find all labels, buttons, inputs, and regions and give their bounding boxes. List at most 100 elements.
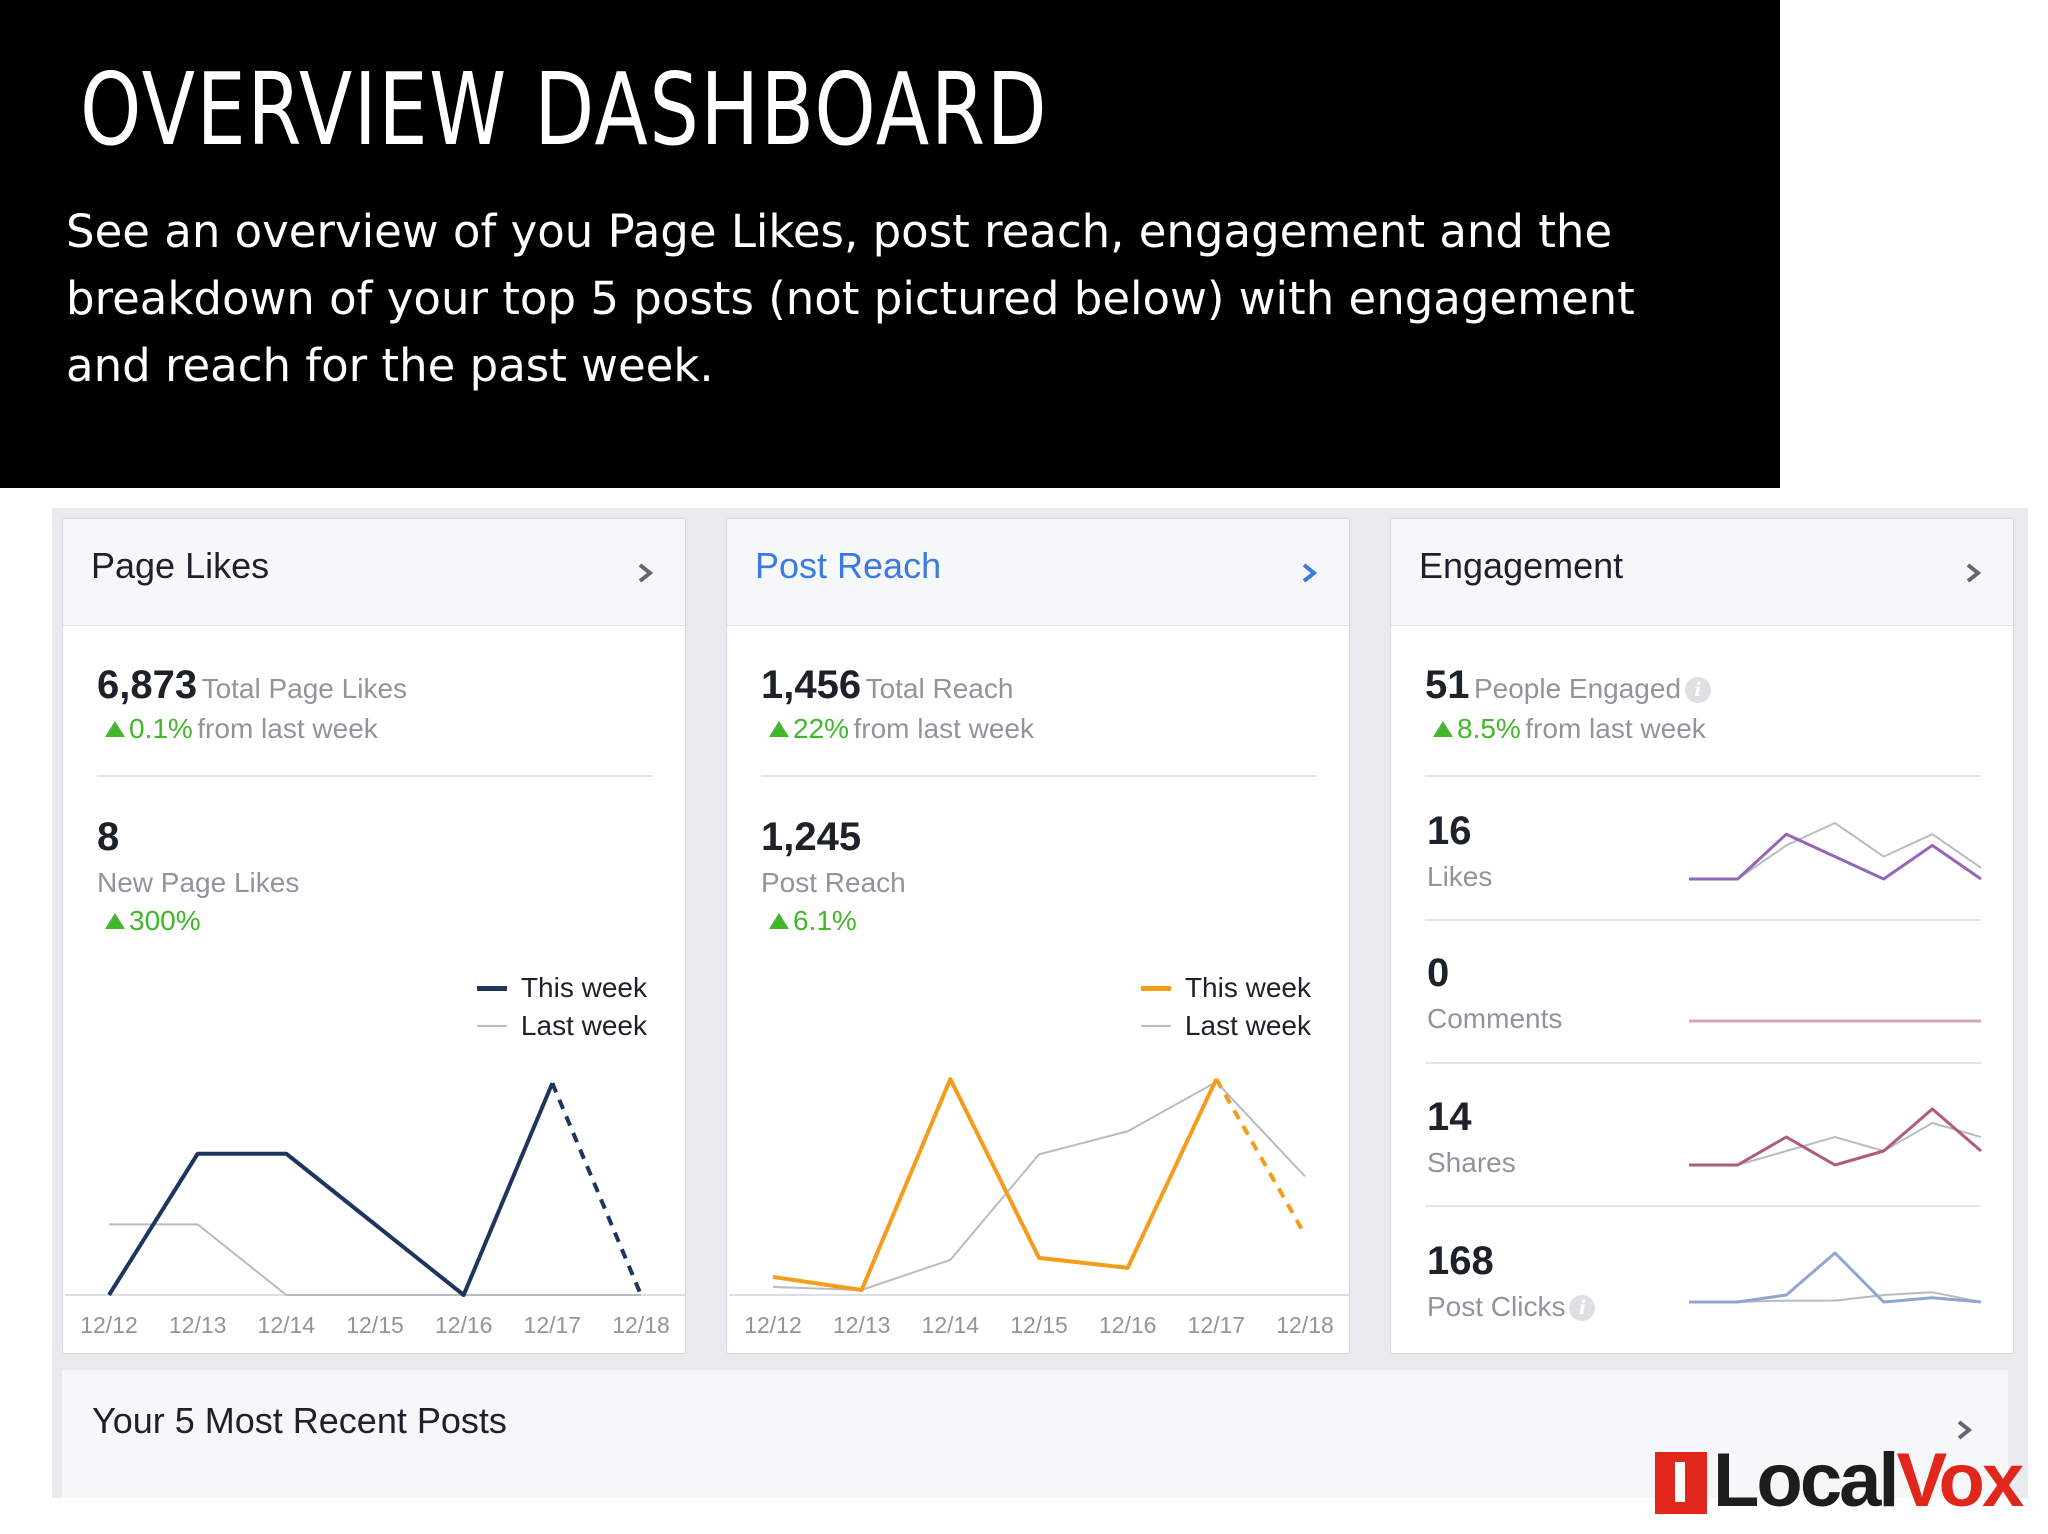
sparkline-last-week xyxy=(1689,821,1982,880)
series-line-last-week xyxy=(109,1223,641,1296)
engagement-header[interactable]: Engagement xyxy=(1391,519,2013,626)
legend-this-week: This week xyxy=(476,969,647,1007)
logo-text-vox: Vox xyxy=(1896,1438,2025,1523)
page-description: See an overview of you Page Likes, post … xyxy=(66,205,1635,392)
series-line-this-week xyxy=(107,1082,555,1297)
recent-posts-title: Your 5 Most Recent Posts xyxy=(92,1400,507,1441)
logo-mark-icon xyxy=(1655,1452,1707,1514)
metric-label: Comments xyxy=(1427,1003,1563,1034)
metric-value: 14 xyxy=(1427,1095,1472,1139)
legend-swatch xyxy=(476,1025,507,1027)
sparkline-this-week xyxy=(1689,1251,1982,1304)
legend-swatch xyxy=(1140,1025,1171,1027)
metric-label: Likes xyxy=(1427,861,1493,892)
x-tick-label: 12/17 xyxy=(523,1312,582,1338)
people-engaged: 51 People Engaged i xyxy=(1425,663,1712,708)
divider xyxy=(1425,775,1981,777)
divider xyxy=(97,775,653,777)
change-percent: 22% xyxy=(793,713,850,744)
legend-last-week: Last week xyxy=(476,1007,647,1045)
x-tick-label: 12/16 xyxy=(434,1312,493,1338)
series-line-this-week xyxy=(772,1077,1219,1292)
sparkline-this-week xyxy=(1689,832,1982,881)
engagement-row-post-clicks: 168 Post Clicks i xyxy=(1427,1239,1982,1381)
chevron-right-icon[interactable] xyxy=(1950,1410,1980,1450)
dashboard-panel: Page Likes 6,873 Total Page Likes 0.1% f… xyxy=(52,508,2028,1498)
up-arrow-icon xyxy=(105,721,125,737)
info-icon[interactable]: i xyxy=(1569,1295,1596,1321)
series-line-this-week-projected xyxy=(1214,1078,1307,1236)
divider xyxy=(1425,1205,1981,1207)
post-reach-value: 1,245 xyxy=(761,815,862,859)
people-engaged-label: People Engaged xyxy=(1473,673,1682,704)
total-page-likes-change: 0.1% from last week xyxy=(105,713,378,745)
people-engaged-value: 51 xyxy=(1425,663,1470,707)
up-arrow-icon xyxy=(769,721,789,737)
new-page-likes-value: 8 xyxy=(97,815,120,859)
chart-legend: This week Last week xyxy=(1140,969,1311,1045)
total-reach: 1,456 Total Reach xyxy=(761,663,1013,708)
divider xyxy=(1425,919,1981,921)
post-reach-card: Post Reach 1,456 Total Reach 22% from la… xyxy=(726,518,1350,1354)
legend-this-week: This week xyxy=(1140,969,1311,1007)
legend-swatch xyxy=(1140,985,1171,991)
legend-swatch xyxy=(476,985,507,991)
sparkline-last-week xyxy=(1689,1121,1982,1166)
chevron-right-icon[interactable] xyxy=(1295,553,1325,593)
chevron-right-icon[interactable] xyxy=(1959,553,1989,593)
metric-label: Shares xyxy=(1427,1147,1516,1178)
change-suffix: from last week xyxy=(853,713,1035,744)
post-reach-change: 6.1% xyxy=(769,905,857,937)
new-page-likes-change: 300% xyxy=(105,905,201,937)
info-icon[interactable]: i xyxy=(1685,677,1712,703)
series-line-this-week-projected xyxy=(550,1082,643,1296)
people-engaged-change: 8.5% from last week xyxy=(1433,713,1706,745)
localvox-logo: Local Vox xyxy=(1655,1434,2025,1524)
change-percent: 300% xyxy=(129,905,201,936)
x-tick-label: 12/15 xyxy=(1010,1312,1068,1338)
x-tick-label: 12/16 xyxy=(1098,1312,1157,1338)
divider xyxy=(1425,1062,1981,1064)
total-page-likes-value: 6,873 xyxy=(97,663,198,707)
logo-text-local: Local xyxy=(1713,1438,1899,1523)
legend-label: This week xyxy=(1184,972,1311,1003)
up-arrow-icon xyxy=(105,913,125,929)
engagement-row-comments: 0 Comments xyxy=(1427,951,1981,1093)
comments-sparkline xyxy=(1689,1019,1981,1023)
metric-value: 168 xyxy=(1427,1239,1494,1283)
chevron-right-icon[interactable] xyxy=(631,553,661,593)
change-percent: 6.1% xyxy=(793,905,857,936)
x-tick-label: 12/13 xyxy=(168,1312,227,1338)
legend-label: Last week xyxy=(1184,1010,1311,1041)
new-page-likes-label: New Page Likes xyxy=(97,867,300,898)
total-page-likes-label: Total Page Likes xyxy=(201,673,408,704)
page-likes-card: Page Likes 6,873 Total Page Likes 0.1% f… xyxy=(62,518,686,1354)
x-tick-label: 12/14 xyxy=(921,1312,980,1338)
likes-sparkline xyxy=(1689,821,1982,881)
page-likes-title: Page Likes xyxy=(91,545,270,586)
page-likes-header[interactable]: Page Likes xyxy=(63,519,685,626)
up-arrow-icon xyxy=(769,913,789,929)
total-reach-value: 1,456 xyxy=(761,663,862,707)
metric-value: 0 xyxy=(1427,951,1450,995)
engagement-row-shares: 14 Shares xyxy=(1427,1095,1982,1237)
post-reach-header[interactable]: Post Reach xyxy=(727,519,1349,626)
sparkline-this-week xyxy=(1689,1107,1982,1167)
x-tick-label: 12/17 xyxy=(1187,1312,1246,1338)
x-axis-ticks: 12/12 12/13 12/14 12/15 12/16 12/17 12/18 xyxy=(727,1312,1351,1342)
x-axis-ticks: 12/12 12/13 12/14 12/15 12/16 12/17 12/18 xyxy=(63,1312,687,1342)
page-likes-chart xyxy=(65,1082,685,1297)
chart-legend: This week Last week xyxy=(476,969,647,1045)
post-reach-label: Post Reach xyxy=(761,867,906,898)
metric-label: Post Clicks xyxy=(1427,1291,1566,1322)
shares-sparkline xyxy=(1689,1107,1982,1167)
total-page-likes: 6,873 Total Page Likes xyxy=(97,663,407,708)
up-arrow-icon xyxy=(1433,721,1453,737)
post-reach-title[interactable]: Post Reach xyxy=(755,545,942,586)
change-suffix: from last week xyxy=(197,713,378,744)
change-percent: 8.5% xyxy=(1457,713,1521,744)
x-tick-label: 12/12 xyxy=(744,1312,802,1338)
total-reach-label: Total Reach xyxy=(865,673,1014,704)
x-tick-label: 12/18 xyxy=(1276,1312,1334,1338)
engagement-row-likes: 16 Likes xyxy=(1427,809,1982,951)
